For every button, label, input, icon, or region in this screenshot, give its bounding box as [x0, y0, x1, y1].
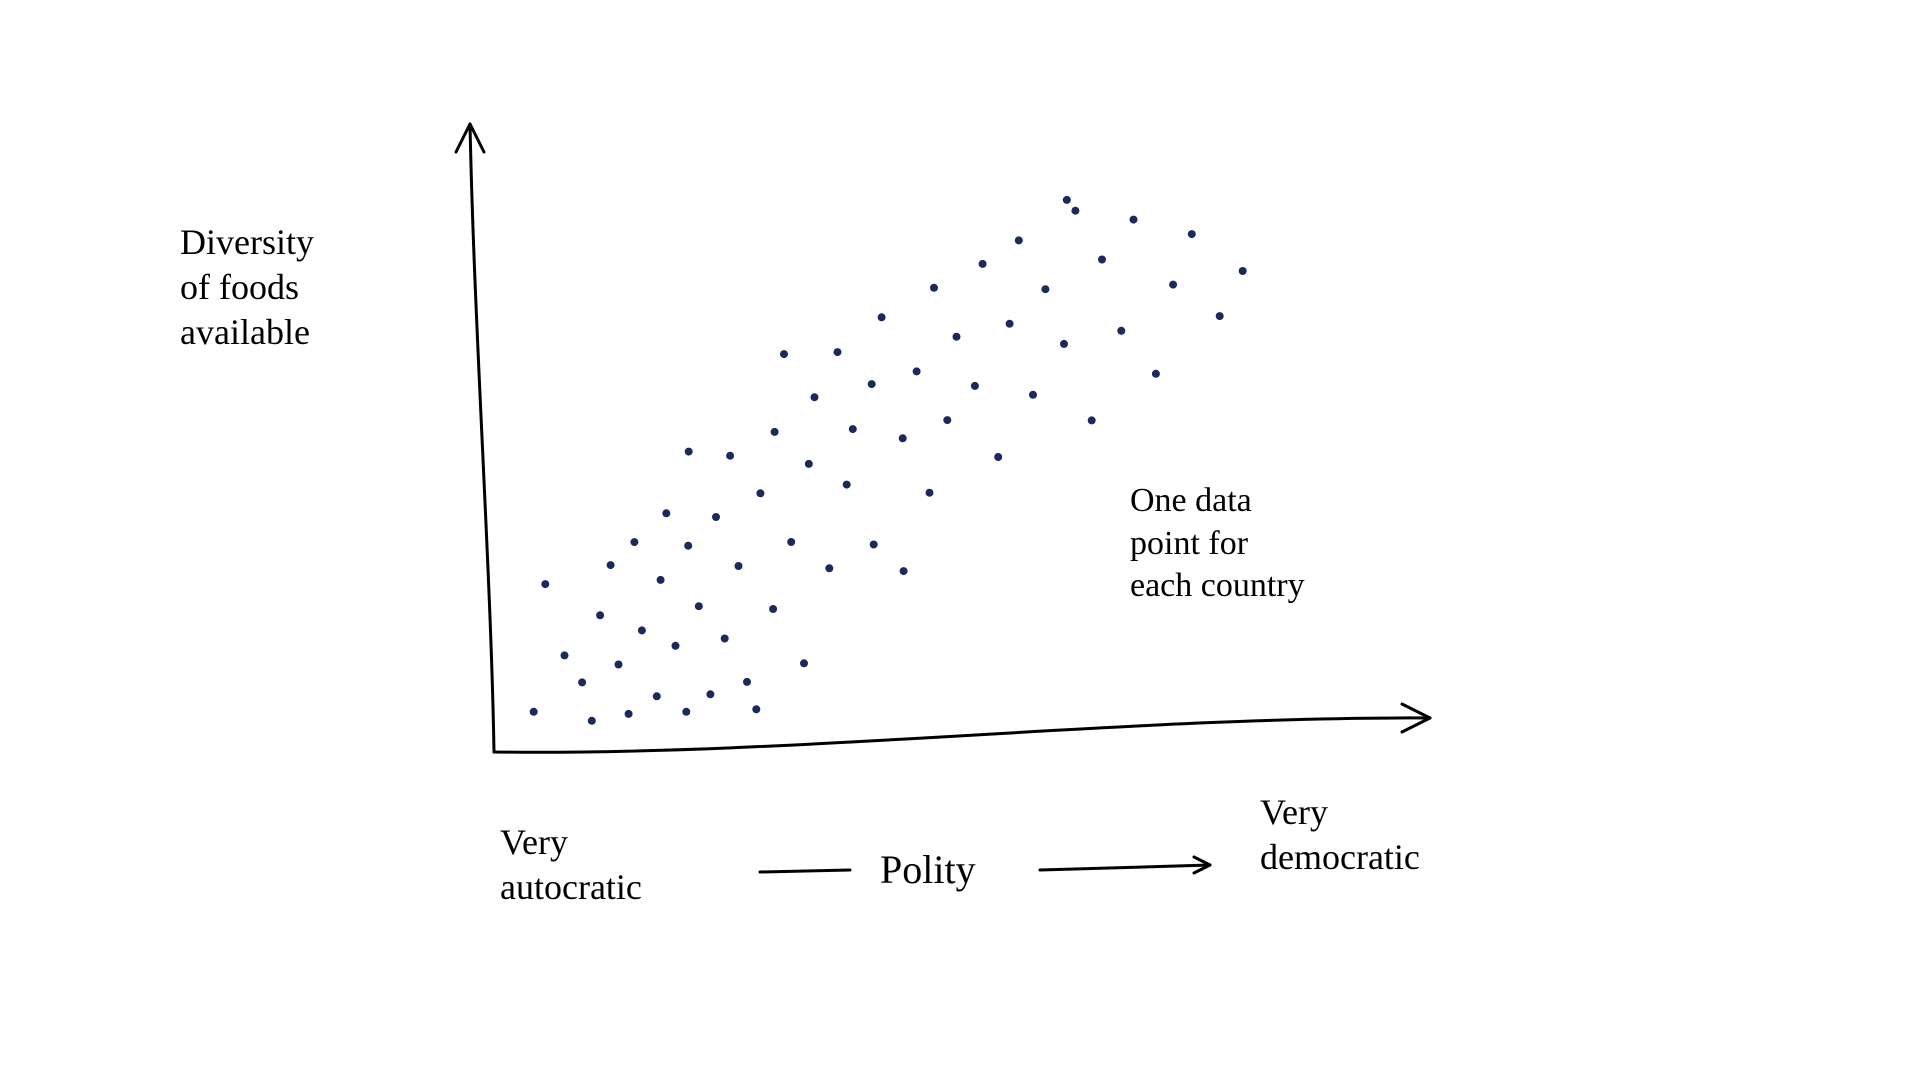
- y-axis-label: Diversity of foods available: [180, 220, 314, 355]
- scatter-chart: Diversity of foods available Very autocr…: [0, 0, 1920, 1080]
- x-axis: [494, 718, 1430, 752]
- data-point: [994, 453, 1002, 461]
- data-point: [878, 313, 886, 321]
- data-point: [685, 448, 693, 456]
- data-point: [1041, 285, 1049, 293]
- data-point: [615, 661, 623, 669]
- data-point: [607, 561, 615, 569]
- data-point: [561, 651, 569, 659]
- data-point: [900, 567, 908, 575]
- data-point: [811, 393, 819, 401]
- data-point: [979, 260, 987, 268]
- data-point: [769, 605, 777, 613]
- data-point: [743, 678, 751, 686]
- data-point: [1063, 196, 1071, 204]
- data-point: [1088, 416, 1096, 424]
- data-point: [1015, 236, 1023, 244]
- data-point: [800, 659, 808, 667]
- x-axis-left-label: Very autocratic: [500, 820, 642, 910]
- data-point: [625, 710, 633, 718]
- data-point: [541, 580, 549, 588]
- data-point: [825, 564, 833, 572]
- data-point: [787, 538, 795, 546]
- data-point: [630, 538, 638, 546]
- data-point: [638, 626, 646, 634]
- data-point: [926, 489, 934, 497]
- data-point: [971, 382, 979, 390]
- data-point: [849, 425, 857, 433]
- data-point: [1060, 340, 1068, 348]
- data-point: [653, 692, 661, 700]
- data-point: [1098, 256, 1106, 264]
- data-point: [1029, 391, 1037, 399]
- data-point: [657, 576, 665, 584]
- data-point: [756, 489, 764, 497]
- data-point: [771, 428, 779, 436]
- y-axis: [470, 124, 494, 752]
- data-point: [953, 333, 961, 341]
- data-point: [899, 434, 907, 442]
- data-point: [805, 460, 813, 468]
- data-point: [684, 542, 692, 550]
- chart-canvas: [0, 0, 1920, 1080]
- data-point: [682, 708, 690, 716]
- data-point: [1152, 370, 1160, 378]
- x-axis-right-label: Very democratic: [1260, 790, 1420, 880]
- annotation-label: One data point for each country: [1130, 480, 1305, 608]
- data-point: [1006, 320, 1014, 328]
- data-point: [721, 635, 729, 643]
- data-point: [530, 708, 538, 716]
- data-point: [843, 481, 851, 489]
- data-point: [868, 380, 876, 388]
- data-point: [943, 416, 951, 424]
- data-point: [695, 602, 703, 610]
- data-point: [712, 513, 720, 521]
- data-point: [735, 562, 743, 570]
- x-label-connector-right: [1040, 865, 1210, 870]
- data-point: [1071, 207, 1079, 215]
- data-point: [662, 509, 670, 517]
- data-point: [578, 678, 586, 686]
- data-point: [1188, 230, 1196, 238]
- data-point: [1169, 281, 1177, 289]
- data-point: [834, 348, 842, 356]
- data-point: [588, 717, 596, 725]
- data-point: [1216, 312, 1224, 320]
- data-point: [752, 705, 760, 713]
- data-point: [930, 284, 938, 292]
- data-point: [596, 611, 604, 619]
- data-point: [1239, 267, 1247, 275]
- data-point: [1130, 216, 1138, 224]
- data-point: [1117, 327, 1125, 335]
- x-label-connector-left: [760, 870, 850, 872]
- data-point: [913, 367, 921, 375]
- data-point: [726, 452, 734, 460]
- data-point: [870, 541, 878, 549]
- data-point: [672, 642, 680, 650]
- x-axis-center-label: Polity: [880, 845, 976, 895]
- data-point: [706, 690, 714, 698]
- data-point: [780, 350, 788, 358]
